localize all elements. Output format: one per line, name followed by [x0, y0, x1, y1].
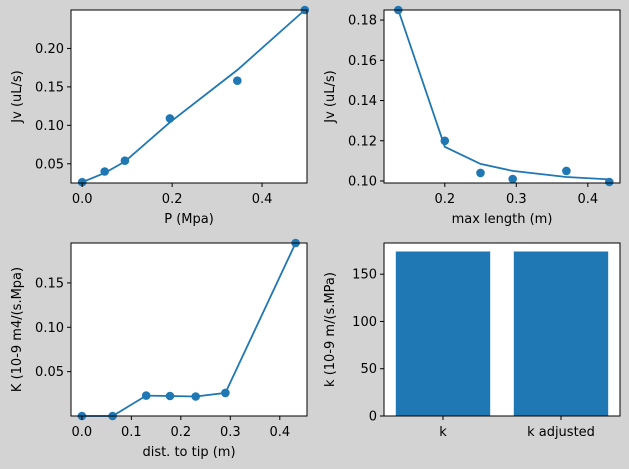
x-tick-label: 0.4: [269, 425, 290, 440]
y-axis-label: k (10-9 m/(s.MPa): [323, 272, 338, 387]
y-axis-label: K (10-9 m4/(s.Mpa): [10, 267, 25, 392]
axes-frame: [383, 242, 621, 417]
axes-background: [384, 10, 620, 183]
y-tick-label: 0.10: [35, 119, 64, 134]
y-tick-label: 0.12: [348, 134, 377, 149]
x-tick-label: 0.3: [220, 425, 241, 440]
y-tick-label: 0.16: [348, 54, 377, 69]
axes-background: [71, 10, 307, 183]
data-point: [476, 168, 485, 178]
data-point: [165, 391, 175, 401]
data-point: [440, 136, 450, 146]
data-point: [191, 392, 200, 401]
y-tick-label: 150: [352, 268, 377, 283]
y-tick-label: 0.05: [35, 157, 64, 172]
subplot-pressure-flux: 0.0 0.2 0.4 0.05 0.10 0.15 0.20 P (Mpa) Jv (uL…: [10, 5, 310, 227]
axes-background: [71, 243, 307, 416]
data-point: [165, 114, 175, 123]
series-group: [395, 251, 609, 416]
y-tick-label: 0.10: [35, 321, 64, 336]
data-point: [120, 156, 130, 165]
y-tick-label: 0.10: [348, 174, 377, 189]
x-axis-label: P (Mpa): [164, 212, 214, 227]
series-group: [394, 5, 614, 187]
series-group: [77, 5, 310, 187]
subplot-k-bars: k k adjusted 0 50 100 150 k (10-9 m/(s.MPa): [323, 242, 621, 440]
bar-k: [395, 251, 491, 416]
x-tick-label: 0.0: [72, 192, 93, 207]
x-tick-label: 0.3: [506, 192, 527, 207]
x-axis-label: max length (m): [452, 212, 553, 227]
subplot-conductance-distance: 0.0 0.1 0.2 0.3 0.4 0.05 0.10 0.15 dist. to tip…: [10, 238, 308, 460]
x-tick-label: 0.2: [170, 425, 191, 440]
fit-line: [397, 9, 610, 181]
subplot-length-flux: 0.2 0.3 0.4 0.10 0.12 0.14 0.16 0.18 max length…: [323, 5, 621, 227]
x-tick-label: 0.2: [434, 192, 455, 207]
y-tick-label: 0.15: [35, 80, 64, 95]
y-tick-label: 0.14: [348, 94, 377, 109]
x-tick-label: k: [439, 425, 447, 440]
data-point: [100, 167, 109, 176]
data-point: [233, 76, 242, 85]
y-tick-label: 100: [352, 315, 377, 330]
data-point: [77, 177, 87, 187]
x-tick-label: 0.4: [252, 192, 273, 207]
x-tick-label: k adjusted: [527, 425, 595, 440]
y-tick-label: 0.18: [348, 14, 377, 29]
bar-k-adjusted: [513, 251, 609, 416]
y-axis-label: Jv (uL/s): [323, 70, 338, 123]
y-tick-label: 50: [360, 362, 377, 377]
axes-frame: [70, 9, 308, 184]
x-axis-label: dist. to tip (m): [142, 445, 235, 460]
y-tick-label: 0.05: [35, 365, 64, 380]
data-point: [562, 166, 571, 176]
y-tick-label: 0: [369, 410, 377, 425]
x-tick-label: 0.0: [72, 425, 93, 440]
fit-line: [81, 9, 306, 184]
data-point: [508, 174, 517, 184]
y-tick-label: 0.20: [35, 42, 64, 57]
data-point: [605, 177, 614, 187]
x-tick-label: 0.2: [162, 192, 183, 207]
y-tick-label: 0.15: [35, 276, 64, 291]
axes-frame: [70, 242, 308, 417]
x-tick-label: 0.4: [577, 192, 598, 207]
x-tick-label: 0.1: [121, 425, 142, 440]
data-point: [221, 388, 230, 398]
data-point: [141, 391, 151, 400]
axes-frame: [383, 9, 621, 184]
y-axis-label: Jv (uL/s): [10, 70, 25, 123]
